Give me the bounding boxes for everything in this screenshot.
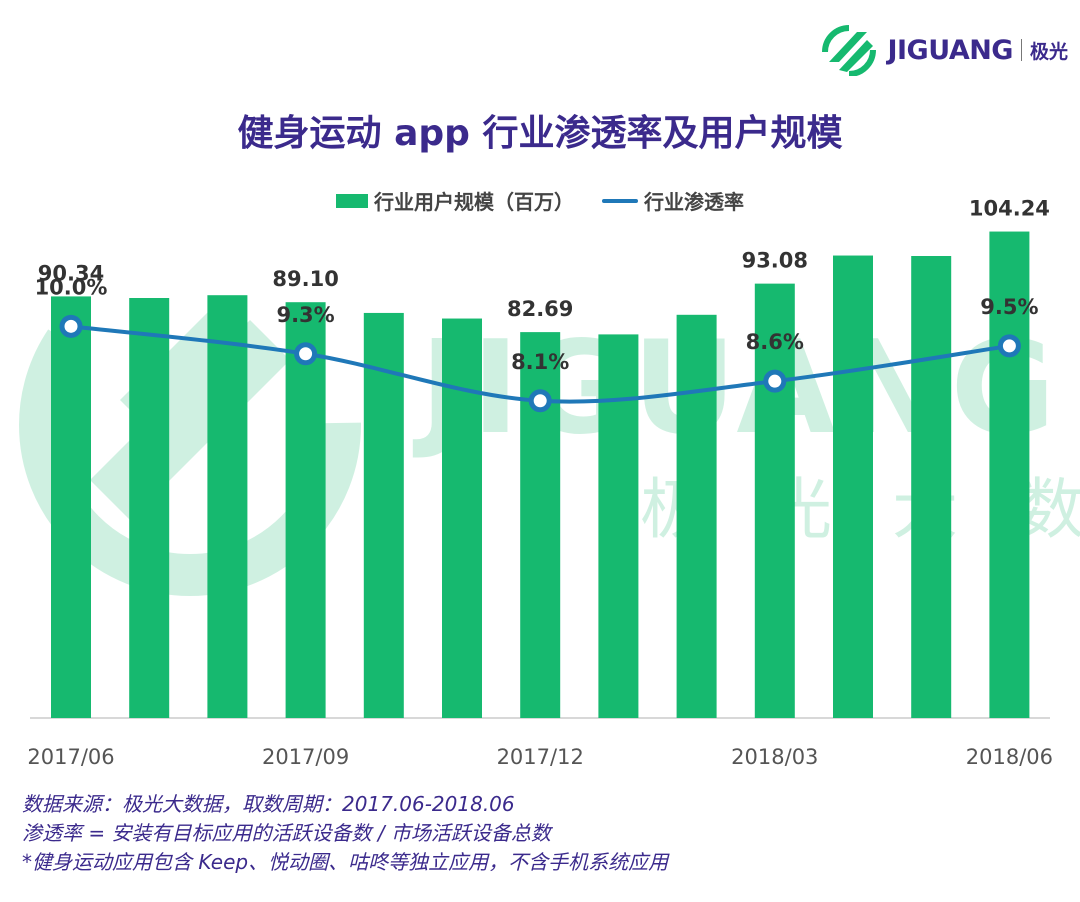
bar-value-label: 89.10 <box>272 267 338 291</box>
legend-label-users: 行业用户规模（百万） <box>374 190 574 214</box>
x-tick-label: 2017/09 <box>262 745 349 769</box>
bar-2017/10 <box>363 312 404 718</box>
bar-2017/08 <box>207 295 248 718</box>
footnote-source: 数据来源：极光大数据，取数周期：2017.06-2018.06 <box>22 792 515 816</box>
legend-line-swatch <box>602 198 638 203</box>
line-point-2018/06 <box>997 334 1021 358</box>
x-tick-label: 2018/03 <box>731 745 818 769</box>
logo-brand: JIGUANG <box>887 34 1013 66</box>
line-value-label: 8.1% <box>511 350 569 374</box>
line-value-label: 9.5% <box>980 295 1038 319</box>
footnotes: 数据来源：极光大数据，取数周期：2017.06-2018.06 渗透率 = 安装… <box>22 790 668 877</box>
line-value-label: 10.0% <box>35 275 108 299</box>
legend-item-users: 行业用户规模（百万） <box>336 186 574 215</box>
line-value-label: 9.3% <box>276 303 334 327</box>
bar-2017/09 <box>285 302 326 718</box>
footnote-scope: *健身运动应用包含 Keep、悦动圈、咕咚等独立应用，不含手机系统应用 <box>22 850 669 874</box>
line-point-2017/06 <box>59 314 83 338</box>
bar-2017/06 <box>51 296 91 718</box>
bar-value-label: 82.69 <box>507 297 573 321</box>
bar-2018/05 <box>911 256 952 718</box>
bar-value-label: 90.34 <box>38 261 104 285</box>
legend-label-penetration: 行业渗透率 <box>644 190 744 214</box>
x-tick-label: 2017/06 <box>27 745 114 769</box>
logo-divider <box>1020 39 1022 61</box>
legend-item-penetration: 行业渗透率 <box>602 186 744 215</box>
chart-legend: 行业用户规模（百万） 行业渗透率 <box>0 186 1080 215</box>
bar-value-label: 104.24 <box>969 197 1050 221</box>
footnote-definition: 渗透率 = 安装有目标应用的活跃设备数 / 市场活跃设备总数 <box>22 821 551 845</box>
line-point-2018/03 <box>763 369 787 393</box>
jiguang-logo: JIGUANG 极光 <box>821 22 1068 78</box>
x-tick-label: 2018/06 <box>966 745 1053 769</box>
line-point-2017/12 <box>528 389 552 413</box>
bar-2017/11 <box>442 318 482 718</box>
jiguang-logo-icon <box>822 25 877 76</box>
chart-title: 健身运动 app 行业渗透率及用户规模 <box>237 113 843 154</box>
watermark-brand: JIGUANG <box>412 314 1060 463</box>
bar-2018/02 <box>676 314 717 718</box>
legend-bar-swatch <box>336 193 368 208</box>
bar-2018/01 <box>598 334 639 718</box>
bar-2017/07 <box>129 298 170 718</box>
bar-2018/06 <box>989 231 1030 718</box>
line-value-label: 8.6% <box>746 330 804 354</box>
x-tick-label: 2017/12 <box>497 745 584 769</box>
line-point-2017/09 <box>294 342 318 366</box>
bar-value-label: 93.08 <box>742 249 808 273</box>
bar-2018/04 <box>833 255 873 719</box>
logo-brand-cn: 极光 <box>1029 40 1068 63</box>
bar-2018/03 <box>754 283 795 718</box>
